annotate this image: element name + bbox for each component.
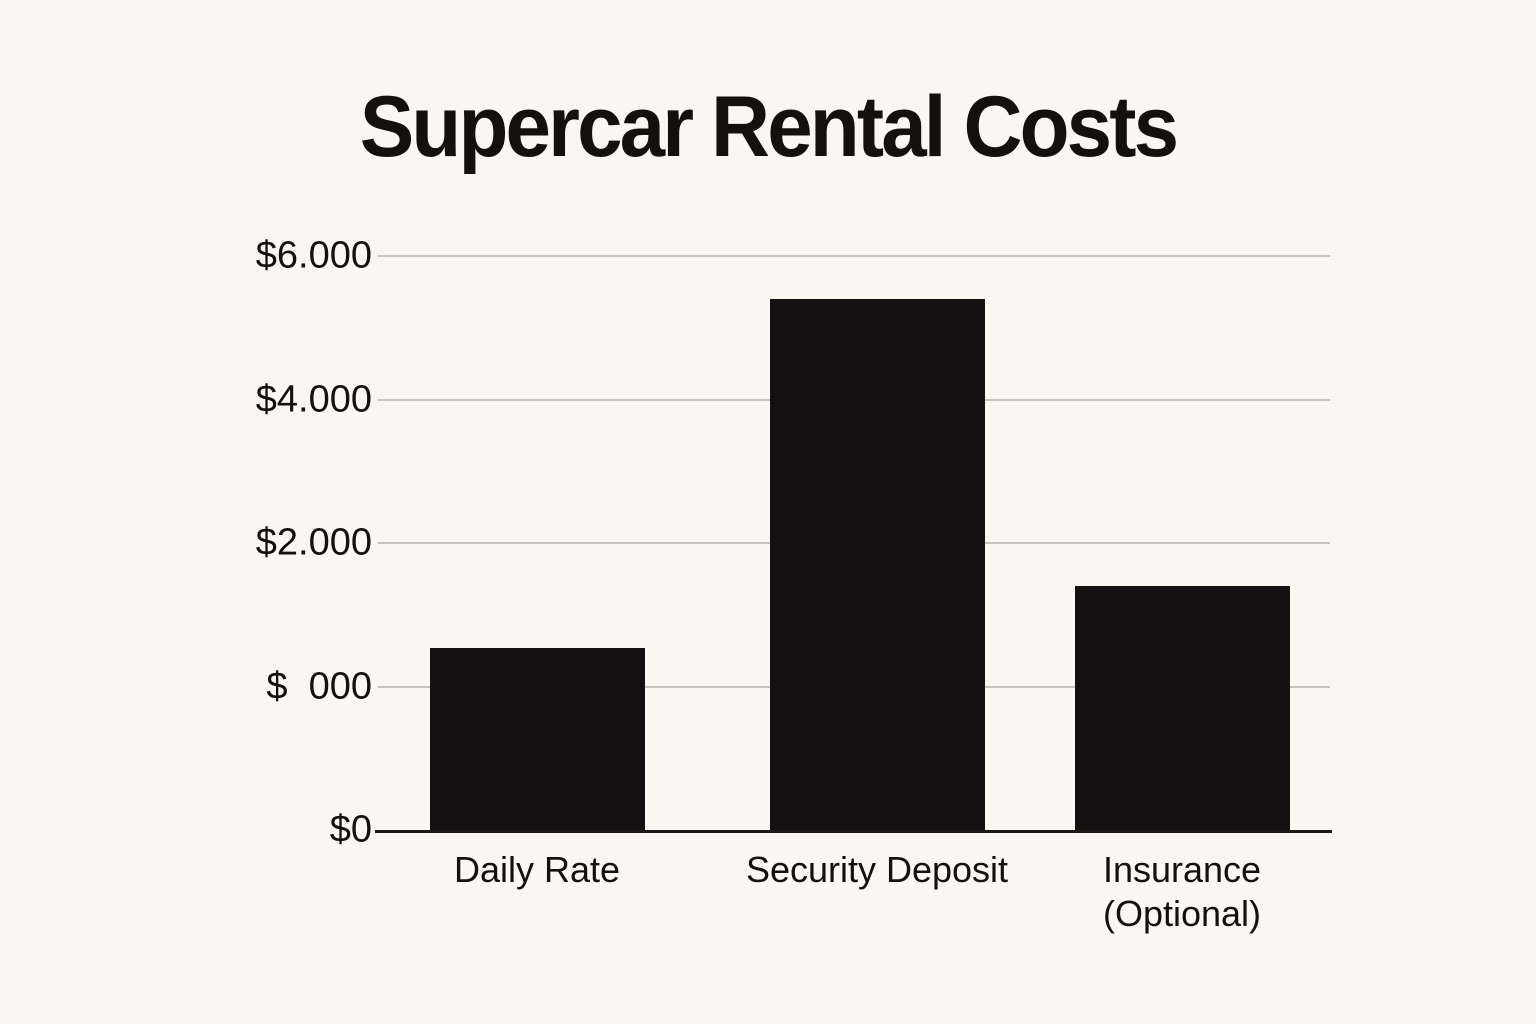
chart-title: Supercar Rental Costs xyxy=(359,79,1179,175)
y-axis-tick-label: $ 000 xyxy=(266,665,372,707)
y-axis-tick-label: $4.000 xyxy=(255,378,372,420)
x-axis-label-line: Security Deposit xyxy=(745,849,1009,890)
bar-security-deposit xyxy=(770,299,985,830)
y-axis-tick-label: $6.000 xyxy=(255,234,372,277)
x-axis-label-line: (Optional) xyxy=(1102,892,1262,934)
x-axis-label-line: Daily Rate xyxy=(453,849,621,890)
x-axis-category-label: Security Deposit xyxy=(697,848,1057,892)
x-axis-category-label: Daily Rate xyxy=(357,848,717,892)
x-axis-category-label: Insurance (Optional) xyxy=(1002,848,1362,936)
y-axis-tick-label: $2.000 xyxy=(255,521,372,564)
x-axis-label-line: Insurance xyxy=(1102,849,1262,890)
bar-insurance-optional xyxy=(1075,586,1290,830)
y-axis-tick-label: $0 xyxy=(329,808,372,851)
bar-daily-rate xyxy=(430,648,645,830)
plot-area: $0 $ 000 $2.000 $4.000 $6.000 Daily Rate Secur… xyxy=(256,235,1332,934)
x-axis-line xyxy=(375,830,1332,833)
gridline xyxy=(378,255,1330,257)
